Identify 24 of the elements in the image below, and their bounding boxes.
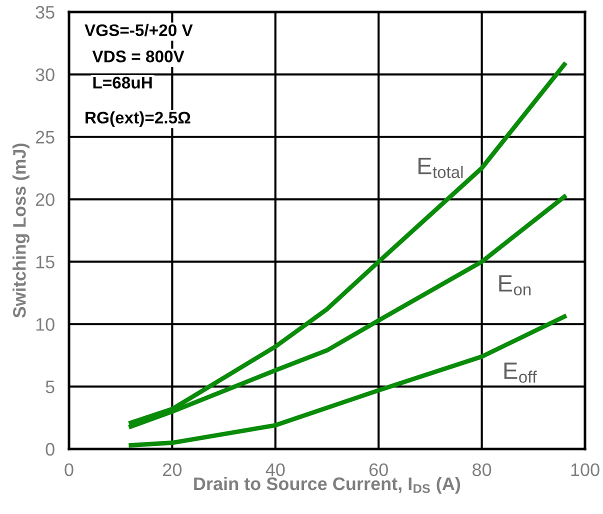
annotation: L=68uH <box>93 76 152 89</box>
x-tick-label: 60 <box>369 463 388 476</box>
y-tick-label: 30 <box>36 68 54 82</box>
y-axis-title: Switching Loss (mJ) <box>12 144 30 318</box>
y-tick-label: 20 <box>36 193 54 206</box>
series-label: E$_{total}$ <box>418 158 463 178</box>
x-tick-label: 100 <box>571 463 600 476</box>
x-tick-label: 80 <box>472 463 492 476</box>
y-tick-label: 15 <box>36 256 54 268</box>
x-tick-label: 40 <box>266 463 285 476</box>
y-tick-label: 35 <box>36 6 54 19</box>
series-label: E$_{on}$ <box>499 275 531 296</box>
y-tick-label: 5 <box>46 380 54 394</box>
series-label: E$_{off}$ <box>504 362 537 383</box>
annotation: RG(ext)=2.5Ω <box>86 111 190 127</box>
annotation: VGS=-5/+20 V <box>84 24 193 36</box>
x-tick-label: 20 <box>163 463 182 476</box>
y-tick-label: 25 <box>36 130 54 144</box>
annotation: VDS = 800V <box>92 50 184 62</box>
y-tick-label: 0 <box>46 442 54 456</box>
x-tick-label: 0 <box>64 463 74 476</box>
y-tick-label: 10 <box>36 318 54 331</box>
x-axis-title: Drain to Source Current, I$_{DS}$ (A) <box>194 476 460 494</box>
line-series <box>128 314 567 448</box>
